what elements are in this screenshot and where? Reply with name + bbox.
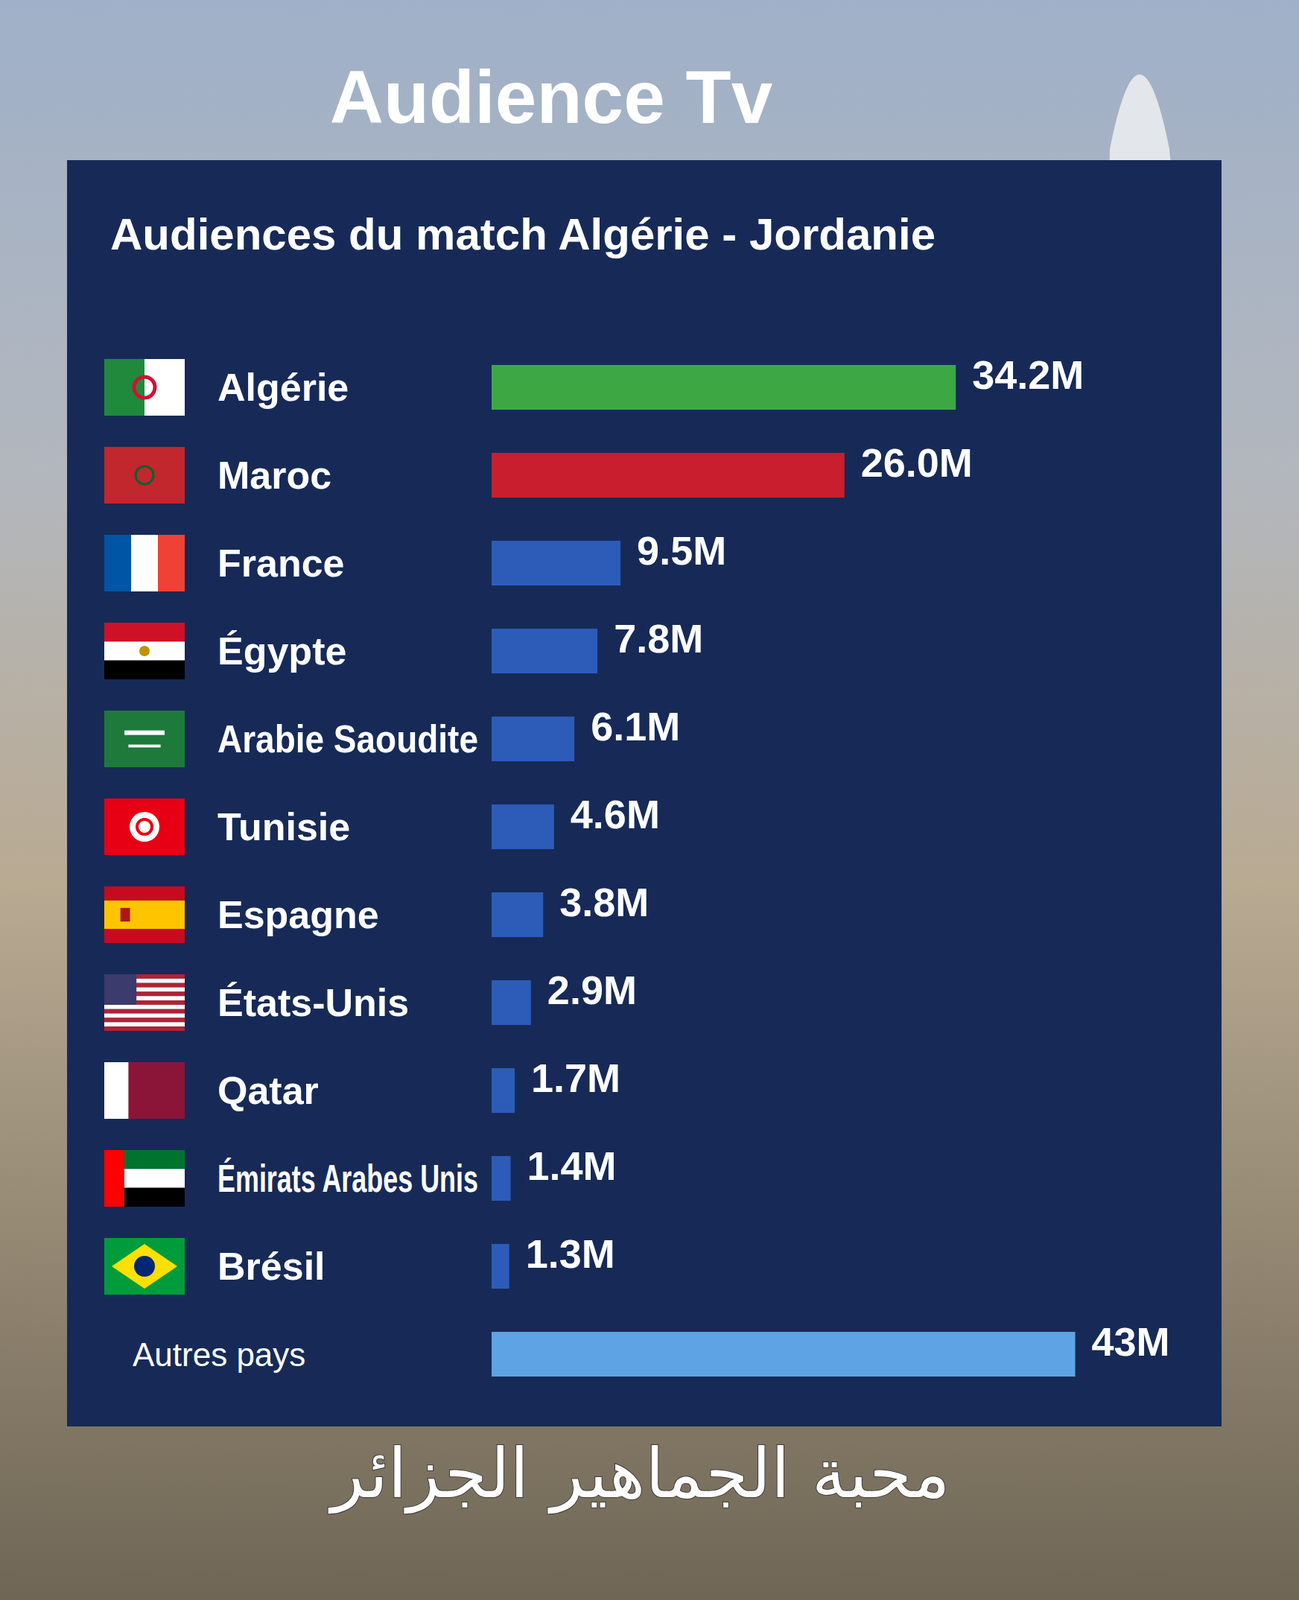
bar (491, 628, 598, 674)
flag (104, 359, 185, 416)
bar (491, 364, 956, 410)
category-label: Arabie Saoudite (217, 717, 479, 761)
flag-part (104, 1237, 185, 1295)
value-label: 3.8M (559, 879, 649, 925)
flag-part (104, 900, 185, 929)
flag-part (134, 376, 155, 398)
value-label: 26.0M (861, 440, 973, 485)
flag-part (104, 710, 185, 768)
flag (104, 534, 185, 592)
value-label: 4.6M (570, 791, 660, 837)
value-label: 1.3M (525, 1231, 616, 1276)
category-label: Algérie (217, 365, 349, 409)
category-label: Brésil (217, 1244, 326, 1288)
flag-part (104, 660, 185, 680)
flag-part (104, 1150, 125, 1207)
flag-part (139, 645, 150, 657)
category-label: Autres pays (132, 1336, 306, 1373)
flag-part (104, 446, 185, 504)
flag (104, 1150, 185, 1207)
panel (67, 160, 1222, 1427)
flag (104, 446, 185, 504)
bars (491, 364, 1076, 1377)
flag-part (104, 886, 185, 901)
category-label: Espagne (217, 893, 380, 937)
flag-part (104, 1009, 185, 1014)
bar (491, 1243, 510, 1289)
flag-part (131, 534, 158, 592)
canvas: Audience Tv Audiences du match Algérie - … (0, 0, 1299, 1600)
flag-part (104, 1004, 185, 1010)
title: Audiences du match Algérie - Jordanie (110, 209, 936, 260)
flag-part (135, 466, 154, 485)
flag (104, 886, 185, 943)
value-label: 9.5M (636, 528, 727, 573)
watermark: محبة الجماهير الجزائر (327, 1433, 950, 1515)
bar (491, 540, 621, 586)
flag-part (111, 1243, 178, 1289)
bar (491, 452, 845, 498)
value-label: 7.8M (613, 615, 704, 661)
flag-part (144, 359, 185, 416)
bar (491, 716, 575, 762)
flag-part (124, 730, 165, 736)
category-label: Maroc (217, 453, 332, 497)
flag-part (104, 641, 185, 660)
bar (491, 1068, 515, 1113)
value-label: 1.4M (527, 1143, 617, 1189)
category-label: Qatar (217, 1068, 319, 1113)
flag-part (104, 1062, 129, 1119)
flag-part (104, 1017, 185, 1022)
flag (104, 1237, 185, 1295)
flag-part (104, 974, 137, 1005)
value-label: 34.2M (972, 352, 1084, 397)
flag (104, 710, 185, 768)
bar (491, 980, 532, 1025)
bar (491, 1155, 511, 1201)
flag-part (137, 819, 152, 835)
flag-part (104, 1062, 185, 1119)
flag-part (104, 1013, 185, 1019)
flag-part (104, 1026, 185, 1031)
category-label: États-Unis (217, 980, 409, 1025)
flag-part (104, 359, 145, 416)
flag-part (104, 798, 185, 856)
flag-part (128, 744, 161, 748)
background (0, 0, 1299, 1600)
category-label: Tunisie (217, 805, 351, 849)
value-label: 2.9M (547, 967, 637, 1013)
value-label: 1.7M (531, 1055, 621, 1101)
value-label: 6.1M (590, 703, 681, 749)
header: Audience Tv (329, 55, 774, 139)
flag-part (104, 534, 132, 592)
flag (104, 974, 185, 1031)
flag (104, 798, 185, 856)
flag-part (129, 811, 160, 842)
flag-part (104, 928, 185, 943)
flag (104, 1062, 185, 1119)
bar (491, 804, 555, 850)
category-label: Égypte (217, 629, 347, 673)
flag-part (104, 622, 185, 642)
flag-part (134, 1255, 155, 1277)
value-label: 43M (1091, 1319, 1171, 1364)
bar (491, 1331, 1076, 1377)
flag-part (157, 534, 185, 592)
category-label: France (217, 541, 345, 585)
flag (104, 622, 185, 680)
category-label: Émirats Arabes Unis (217, 1156, 479, 1200)
bar (491, 892, 543, 938)
flag-part (104, 1021, 185, 1027)
flag-part (120, 907, 131, 922)
